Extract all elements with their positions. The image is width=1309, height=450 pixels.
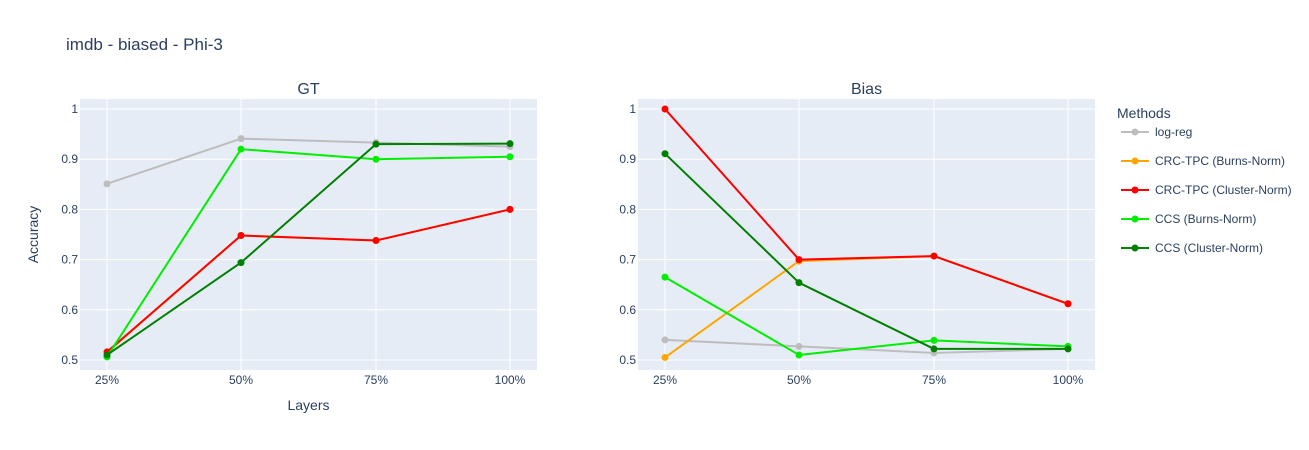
data-point bbox=[930, 345, 938, 353]
y-tick-label: 0.8 bbox=[619, 202, 636, 216]
legend-item[interactable]: CCS (Cluster-Norm) bbox=[1121, 241, 1263, 255]
data-point bbox=[930, 252, 938, 260]
series-line bbox=[106, 148, 511, 358]
series-ccs-cluster-norm bbox=[661, 150, 1072, 353]
subplot-title: GT bbox=[297, 81, 319, 98]
data-point bbox=[795, 342, 803, 350]
series-line bbox=[106, 208, 511, 353]
legend-swatch-marker bbox=[1131, 128, 1139, 136]
series-line bbox=[106, 142, 511, 356]
x-axis-label: Layers bbox=[287, 397, 329, 413]
legend-swatch-marker bbox=[1131, 215, 1139, 223]
data-point bbox=[506, 140, 514, 148]
data-point bbox=[103, 180, 111, 188]
data-point bbox=[1064, 345, 1072, 353]
plot-area bbox=[80, 99, 537, 370]
data-point bbox=[930, 336, 938, 344]
y-tick-label: 1 bbox=[71, 102, 78, 116]
x-tick-label: 50% bbox=[229, 373, 253, 387]
series-line bbox=[664, 152, 1068, 350]
data-point bbox=[661, 150, 669, 158]
y-tick-label: 0.9 bbox=[61, 152, 78, 166]
data-point bbox=[372, 237, 380, 245]
data-point bbox=[103, 351, 111, 359]
y-tick-label: 0.9 bbox=[619, 152, 636, 166]
x-tick-label: 75% bbox=[364, 373, 388, 387]
series-line bbox=[664, 276, 1069, 356]
chart-title: imdb - biased - Phi-3 bbox=[66, 35, 223, 54]
legend-title: Methods bbox=[1117, 105, 1171, 121]
y-tick-label: 0.7 bbox=[619, 253, 636, 267]
legend-item[interactable]: CRC-TPC (Cluster-Norm) bbox=[1121, 183, 1292, 197]
legend-swatch-marker bbox=[1131, 244, 1139, 252]
legend-item[interactable]: CCS (Burns-Norm) bbox=[1121, 212, 1256, 226]
legend-label: CRC-TPC (Cluster-Norm) bbox=[1155, 183, 1292, 197]
data-point bbox=[372, 155, 380, 163]
subplot-2: 0.5 0.6 0.7 0.8 0.9 1 25% 50% 75% 100% Bias bbox=[619, 81, 1095, 387]
y-axis-label: Accuracy bbox=[25, 206, 41, 264]
series-ccs-cluster-norm bbox=[103, 140, 514, 359]
x-tick-label: 75% bbox=[922, 373, 946, 387]
legend-item[interactable]: log-reg bbox=[1121, 125, 1192, 139]
y-tick-label: 0.8 bbox=[61, 202, 78, 216]
data-point bbox=[661, 105, 669, 113]
data-point bbox=[795, 256, 803, 264]
data-point bbox=[506, 153, 514, 161]
data-point bbox=[661, 353, 669, 361]
subplot-title: Bias bbox=[851, 81, 882, 98]
legend-label: log-reg bbox=[1155, 125, 1192, 139]
data-point bbox=[237, 259, 245, 267]
data-point bbox=[795, 351, 803, 359]
series-crc-tpc-cluster-norm bbox=[661, 105, 1072, 308]
legend-swatch-marker bbox=[1131, 186, 1139, 194]
y-tick-label: 0.6 bbox=[61, 303, 78, 317]
data-point bbox=[506, 205, 514, 213]
plot-area bbox=[638, 99, 1095, 370]
data-point bbox=[795, 279, 803, 287]
legend-label: CCS (Burns-Norm) bbox=[1155, 212, 1256, 226]
y-tick-label: 1 bbox=[629, 102, 636, 116]
x-tick-label: 50% bbox=[787, 373, 811, 387]
x-tick-label: 100% bbox=[495, 373, 526, 387]
y-tick-label: 0.5 bbox=[61, 353, 78, 367]
y-tick-label: 0.6 bbox=[619, 303, 636, 317]
legend-item[interactable]: CRC-TPC (Burns-Norm) bbox=[1121, 154, 1285, 168]
legend-label: CRC-TPC (Burns-Norm) bbox=[1155, 154, 1285, 168]
data-point bbox=[237, 232, 245, 240]
data-point bbox=[661, 273, 669, 281]
data-point bbox=[372, 140, 380, 148]
data-point bbox=[1064, 300, 1072, 308]
data-point bbox=[661, 336, 669, 344]
y-tick-label: 0.5 bbox=[619, 353, 636, 367]
x-tick-label: 100% bbox=[1053, 373, 1084, 387]
legend: Methods log-reg CRC-TPC (Burns-Norm) CRC-T… bbox=[1117, 105, 1292, 255]
series-line bbox=[664, 338, 1069, 354]
x-tick-label: 25% bbox=[653, 373, 677, 387]
legend-swatch-marker bbox=[1131, 157, 1139, 165]
x-tick-label: 25% bbox=[95, 373, 119, 387]
data-point bbox=[237, 135, 245, 143]
y-tick-label: 0.7 bbox=[61, 253, 78, 267]
series-line bbox=[664, 108, 1069, 305]
subplot-1: 0.5 0.6 0.7 0.8 0.9 1 25% 50% 75% 100% GT Layers Acc… bbox=[25, 81, 537, 413]
data-point bbox=[237, 145, 245, 153]
legend-label: CCS (Cluster-Norm) bbox=[1155, 241, 1263, 255]
